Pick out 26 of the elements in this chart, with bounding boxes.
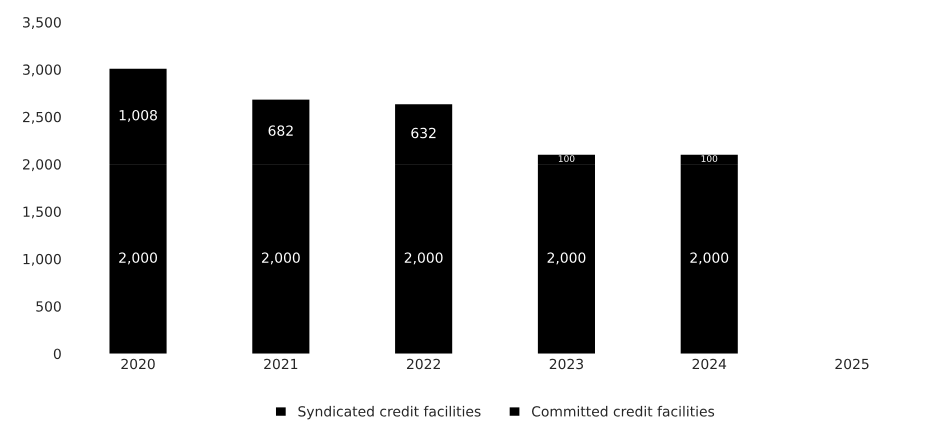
- data-label: 632: [411, 128, 436, 138]
- y-tick-label: 2,500: [23, 112, 61, 124]
- data-label: 100: [702, 155, 718, 162]
- x-tick-label: 2022: [406, 358, 440, 370]
- data-label: 2,000: [690, 252, 728, 264]
- data-label: 2,000: [119, 252, 157, 264]
- legend-label: Committed credit facilities: [532, 406, 714, 417]
- data-label: 2,000: [262, 252, 300, 264]
- data-label: 2,000: [548, 252, 586, 264]
- x-tick-label: 2021: [264, 358, 298, 370]
- y-tick-label: 3,500: [23, 17, 61, 29]
- y-tick-label: 3,000: [23, 64, 61, 76]
- x-tick-label: 2025: [835, 358, 868, 370]
- y-tick-label: 1,000: [24, 254, 61, 266]
- data-label: 682: [268, 125, 293, 136]
- y-tick-label: 1,500: [24, 206, 61, 218]
- x-tick-label: 2020: [121, 358, 155, 370]
- x-tick-label: 2024: [692, 358, 726, 370]
- y-tick-label: 500: [36, 301, 61, 312]
- data-label: 2,000: [404, 252, 443, 264]
- y-tick-label: 0: [54, 348, 61, 360]
- legend-label: Syndicated credit facilities: [298, 406, 481, 420]
- data-label: 1,008: [120, 110, 157, 122]
- data-label: 100: [558, 155, 574, 162]
- y-tick-label: 2,000: [23, 159, 61, 172]
- x-tick-label: 2023: [550, 358, 583, 370]
